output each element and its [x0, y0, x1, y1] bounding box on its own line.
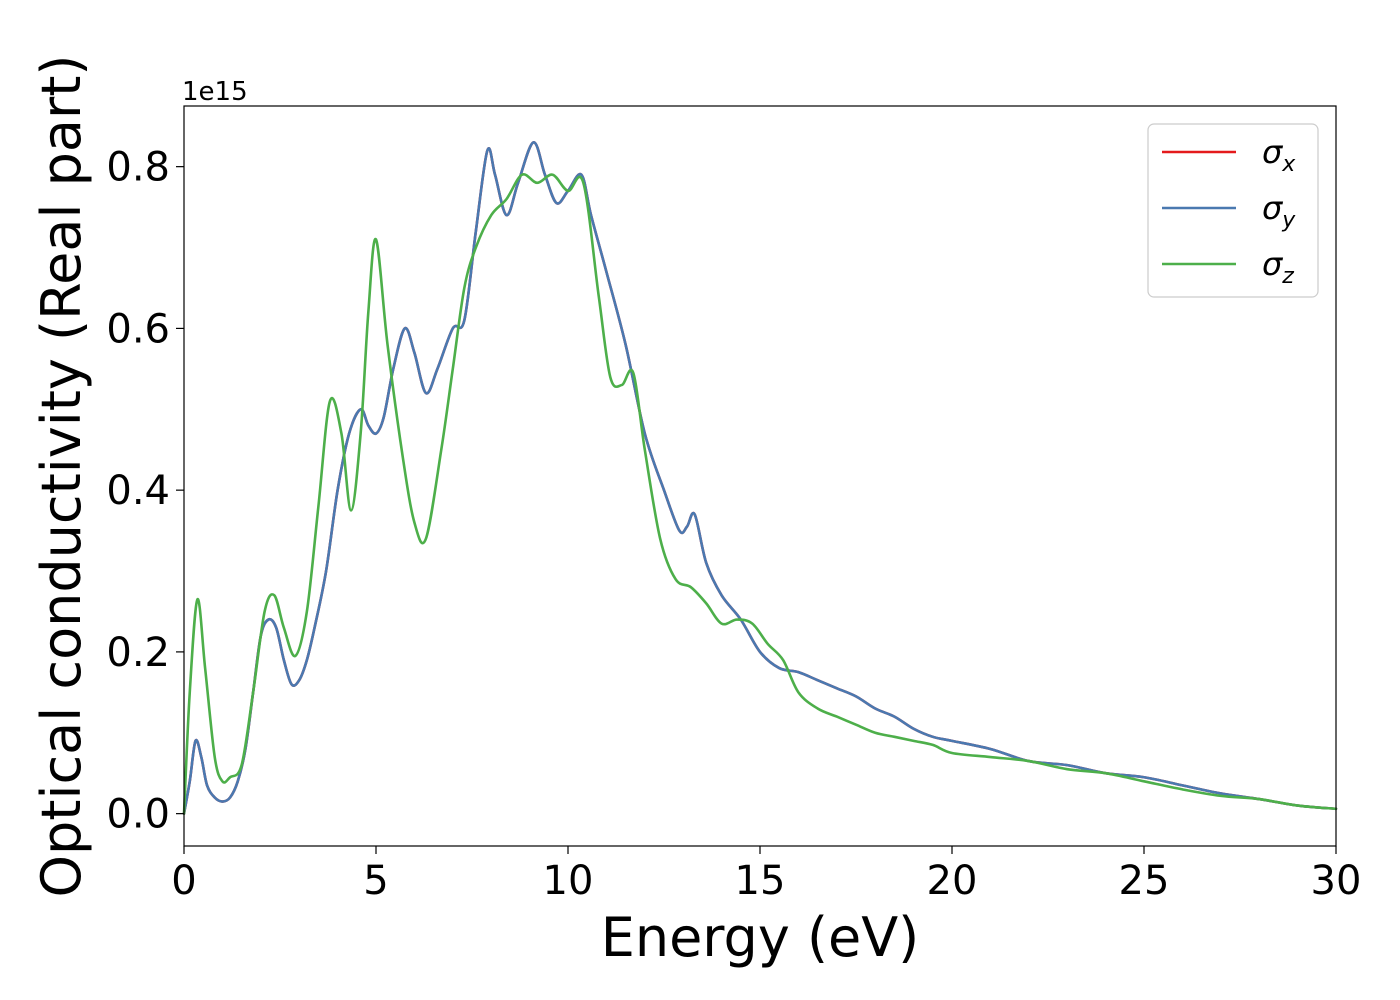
x-tick-label: 10	[543, 858, 594, 904]
legend-label-x: σx	[1262, 133, 1296, 177]
x-tick-label: 20	[927, 858, 978, 904]
series-line-y	[182, 141, 1338, 815]
legend-entries: σx σy σz	[1162, 133, 1296, 289]
y-tick-label: 0.2	[106, 630, 170, 676]
y-offset-label: 1e15	[182, 77, 248, 107]
legend: σx σy σz	[1147, 123, 1319, 298]
legend-label-z: σz	[1262, 245, 1294, 289]
y-tick-label: 0.4	[106, 468, 170, 514]
y-tick-label: 0.0	[106, 792, 170, 838]
y-axis: 0.0 0.2 0.4 0.6 0.8	[106, 145, 184, 838]
series-line-z	[182, 173, 1338, 815]
y-tick-label: 0.8	[106, 145, 170, 191]
y-axis-label: Optical conductivity (Real part)	[30, 55, 93, 898]
x-tick-label: 15	[735, 858, 786, 904]
x-tick-label: 0	[171, 858, 196, 904]
series-layer	[182, 141, 1338, 815]
legend-label-y: σy	[1262, 189, 1296, 233]
x-tick-label: 5	[363, 858, 388, 904]
x-tick-label: 25	[1119, 858, 1170, 904]
x-tick-label: 30	[1311, 858, 1362, 904]
x-axis-label: Energy (eV)	[601, 906, 920, 969]
x-axis: 0 5 10 15 20 25 30	[171, 846, 1361, 904]
legend-frame	[1147, 123, 1319, 298]
y-tick-label: 0.6	[106, 306, 170, 352]
